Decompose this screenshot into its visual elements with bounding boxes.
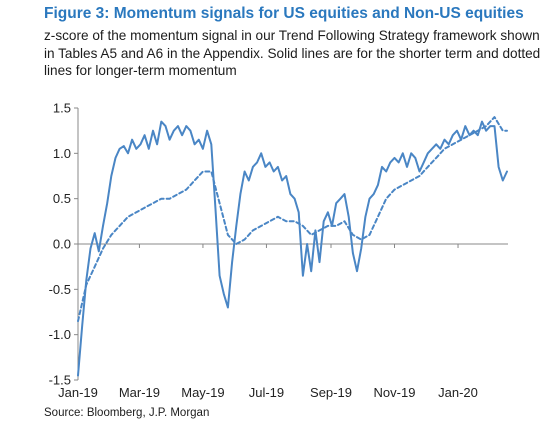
x-tick-label: Sep-19 [310, 385, 352, 400]
y-tick-label: -0.5 [49, 282, 71, 297]
x-tick-label: Jan-20 [438, 385, 478, 400]
y-tick-label: -1.0 [49, 327, 71, 342]
series-line-solid [77, 120, 508, 377]
figure-title: Figure 3: Momentum signals for US equiti… [44, 5, 524, 22]
y-tick-label: 1.5 [53, 101, 71, 116]
figure-subtitle: z-score of the momentum signal in our Tr… [44, 28, 541, 78]
figure-source: Source: Bloomberg, J.P. Morgan [44, 407, 210, 419]
x-tick-label: Nov-19 [374, 385, 416, 400]
x-tick-label: Jan-19 [58, 385, 98, 400]
chart-series-layer [77, 116, 508, 377]
x-tick-label: Mar-19 [119, 385, 160, 400]
y-tick-label: 0.5 [53, 191, 71, 206]
series-line-dotted [77, 116, 508, 323]
y-tick-label: 1.0 [53, 146, 71, 161]
x-tick-label: May-19 [181, 385, 224, 400]
y-tick-label: -1.5 [49, 373, 71, 388]
x-tick-label: Jul-19 [249, 385, 284, 400]
y-tick-label: 0.0 [53, 237, 71, 252]
